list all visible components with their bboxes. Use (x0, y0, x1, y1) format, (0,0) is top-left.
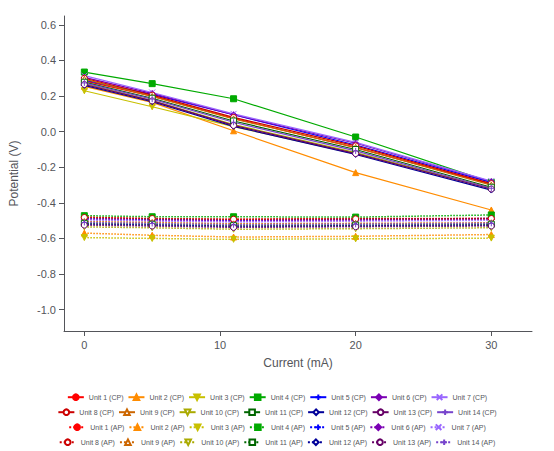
svg-text:Unit 9 (CP): Unit 9 (CP) (140, 409, 175, 417)
svg-text:30: 30 (485, 339, 497, 351)
svg-text:0.4: 0.4 (41, 54, 56, 66)
svg-text:Unit 5 (AP): Unit 5 (AP) (331, 424, 365, 432)
svg-text:Unit 12 (CP): Unit 12 (CP) (329, 409, 368, 417)
svg-text:Unit 4 (AP): Unit 4 (AP) (271, 424, 305, 432)
svg-text:-0.2: -0.2 (37, 161, 56, 173)
svg-text:Unit 12 (AP): Unit 12 (AP) (329, 439, 367, 447)
svg-text:Unit 8 (CP): Unit 8 (CP) (79, 409, 114, 417)
svg-text:Unit 4 (CP): Unit 4 (CP) (271, 394, 306, 402)
svg-text:Unit 6 (AP): Unit 6 (AP) (391, 424, 425, 432)
svg-text:Unit 1 (CP): Unit 1 (CP) (89, 394, 124, 402)
svg-text:20: 20 (350, 339, 362, 351)
svg-text:0.6: 0.6 (41, 19, 56, 31)
svg-text:Unit 11 (CP): Unit 11 (CP) (265, 409, 303, 417)
svg-text:Unit 10 (CP): Unit 10 (CP) (201, 409, 240, 417)
svg-text:Unit 11 (AP): Unit 11 (AP) (265, 439, 303, 447)
svg-text:-0.8: -0.8 (37, 268, 56, 280)
svg-text:Unit 2 (AP): Unit 2 (AP) (150, 424, 184, 432)
svg-text:Unit 13 (CP): Unit 13 (CP) (394, 409, 433, 417)
svg-text:0.0: 0.0 (41, 126, 56, 138)
svg-text:-0.4: -0.4 (37, 197, 56, 209)
svg-text:Unit 7 (CP): Unit 7 (CP) (453, 394, 488, 402)
svg-text:Unit 2 (CP): Unit 2 (CP) (149, 394, 184, 402)
svg-text:Unit 14 (CP): Unit 14 (CP) (458, 409, 497, 417)
svg-text:Potential (V): Potential (V) (7, 140, 21, 206)
svg-text:Unit 10 (AP): Unit 10 (AP) (201, 439, 239, 447)
svg-text:Unit 6 (CP): Unit 6 (CP) (392, 394, 427, 402)
svg-text:Unit 8 (AP): Unit 8 (AP) (81, 439, 115, 447)
svg-text:0: 0 (81, 339, 87, 351)
svg-text:Unit 3 (CP): Unit 3 (CP) (210, 394, 245, 402)
svg-text:Unit 3 (AP): Unit 3 (AP) (211, 424, 245, 432)
svg-text:Unit 14 (AP): Unit 14 (AP) (457, 439, 495, 447)
svg-text:0.2: 0.2 (41, 90, 56, 102)
svg-text:Unit 7 (AP): Unit 7 (AP) (452, 424, 486, 432)
svg-text:-1.0: -1.0 (37, 304, 56, 316)
svg-text:-0.6: -0.6 (37, 232, 56, 244)
svg-text:Current (mA): Current (mA) (263, 356, 332, 370)
svg-text:10: 10 (214, 339, 226, 351)
svg-text:Unit 13 (AP): Unit 13 (AP) (393, 439, 431, 447)
svg-text:Unit 5 (CP): Unit 5 (CP) (331, 394, 366, 402)
svg-text:Unit 9 (AP): Unit 9 (AP) (141, 439, 175, 447)
svg-text:Unit 1 (AP): Unit 1 (AP) (90, 424, 124, 432)
